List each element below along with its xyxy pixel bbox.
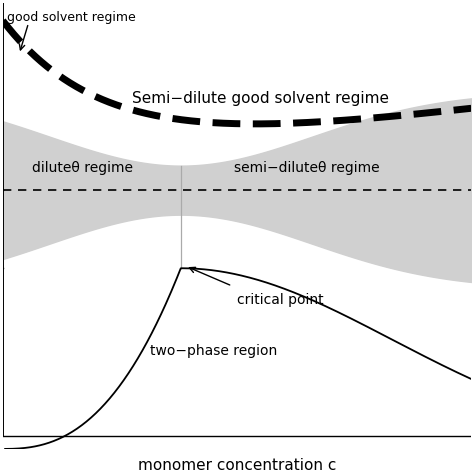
Text: diluteθ regime: diluteθ regime xyxy=(32,161,133,175)
Text: Semi−dilute good solvent regime: Semi−dilute good solvent regime xyxy=(132,91,389,106)
Text: semi−diluteθ regime: semi−diluteθ regime xyxy=(235,161,380,175)
Text: monomer concentration c: monomer concentration c xyxy=(138,458,336,473)
Text: good solvent regime: good solvent regime xyxy=(8,11,136,24)
Text: critical point: critical point xyxy=(237,293,324,307)
Text: two−phase region: two−phase region xyxy=(150,344,277,358)
